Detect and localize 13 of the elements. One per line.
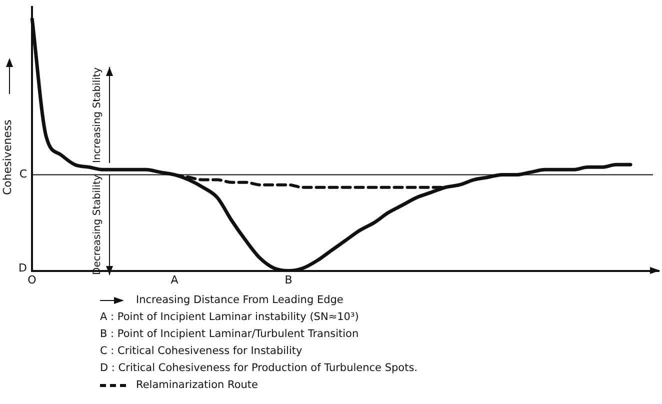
annotation: Increasing Stability <box>92 67 103 163</box>
text: C : Critical Cohesiveness for Instability <box>100 344 304 359</box>
text: D <box>18 262 27 275</box>
text: A : Point of Incipient Laminar instability (SN≈10³) <box>100 310 360 325</box>
ref-line-label: C <box>19 168 28 181</box>
x-tick-label: O <box>28 273 37 286</box>
y-axis-title: Cohesiveness <box>1 119 14 195</box>
x-tick-label: A <box>170 273 179 286</box>
legend-label: Relaminarization Route <box>136 378 258 393</box>
text: Increasing Distance From Leading Edge <box>136 293 344 308</box>
text: D : Critical Cohesiveness for Production of Turbulence Spots. <box>100 361 418 376</box>
text: B : Point of Incipient Laminar/Turbulent Transition <box>100 327 360 342</box>
x-tick-label: B <box>284 273 292 286</box>
